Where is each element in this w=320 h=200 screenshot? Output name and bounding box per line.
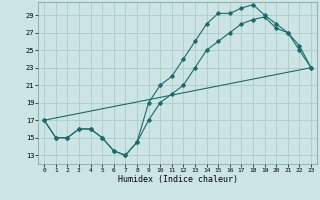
X-axis label: Humidex (Indice chaleur): Humidex (Indice chaleur) — [118, 175, 238, 184]
